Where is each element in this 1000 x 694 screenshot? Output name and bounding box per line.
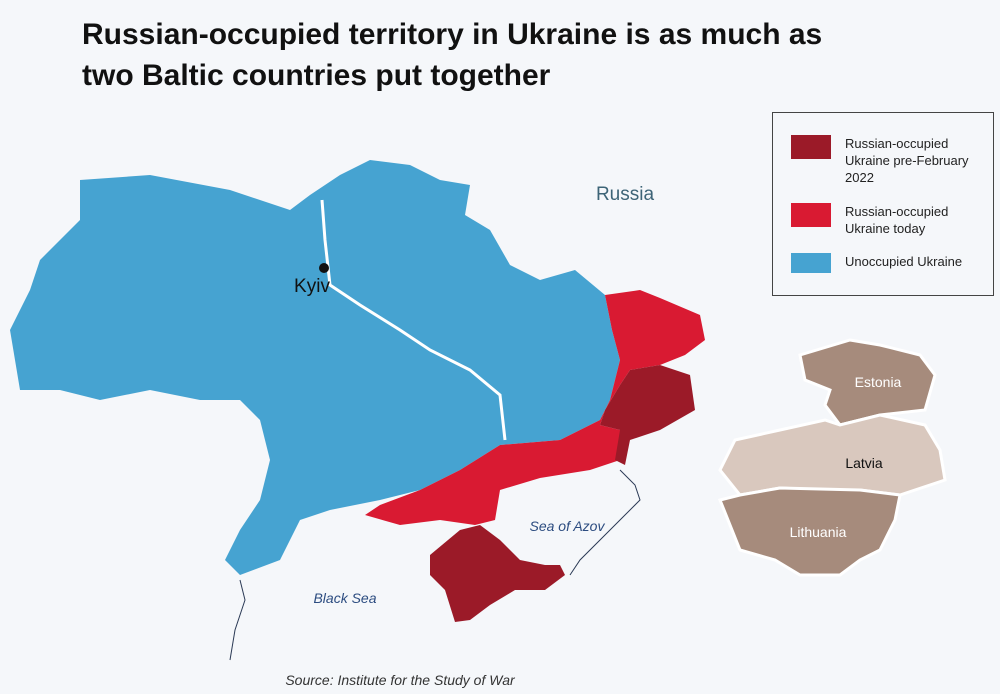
occupied-today-region (365, 290, 705, 525)
legend-swatch (791, 203, 831, 227)
russia-label: Russia (596, 184, 655, 205)
legend-label: Russian-occupied Ukraine pre-February 20… (845, 136, 969, 185)
coastline (229, 469, 641, 661)
legend-swatch (791, 253, 831, 273)
country-label: Lithuania (790, 524, 847, 540)
legend-label: Unoccupied Ukraine (845, 254, 963, 269)
river (320, 199, 507, 441)
latvia (718, 413, 947, 497)
lithuania (717, 486, 902, 577)
legend-swatch (791, 135, 831, 159)
legend-label: Russian-occupied Ukraine today (845, 204, 949, 236)
kyiv-marker (319, 263, 329, 273)
title: Russian-occupied territory in Ukraine is… (82, 18, 823, 92)
legend-item: Unoccupied Ukraine (791, 253, 985, 273)
sea-label: Sea of Azov (530, 518, 606, 534)
legend-item: Russian-occupied Ukraine pre-February 20… (791, 135, 985, 186)
source: Source: Institute for the Study of War (285, 672, 516, 688)
country-label: Estonia (855, 374, 902, 390)
sea-label: Black Sea (313, 590, 376, 606)
legend-item: Russian-occupied Ukraine today (791, 203, 985, 237)
occupied-pre-2022-donbas (600, 365, 695, 465)
ukraine-map (10, 160, 705, 661)
legend: Russian-occupied Ukraine pre-February 20… (772, 112, 994, 296)
unoccupied-region (10, 160, 620, 575)
estonia (798, 338, 937, 427)
baltics: Estonia Latvia Lithuania (717, 338, 947, 577)
country-label: Latvia (845, 455, 883, 471)
occupied-pre-2022-crimea (430, 525, 565, 622)
kyiv-label: Kyiv (294, 276, 330, 297)
